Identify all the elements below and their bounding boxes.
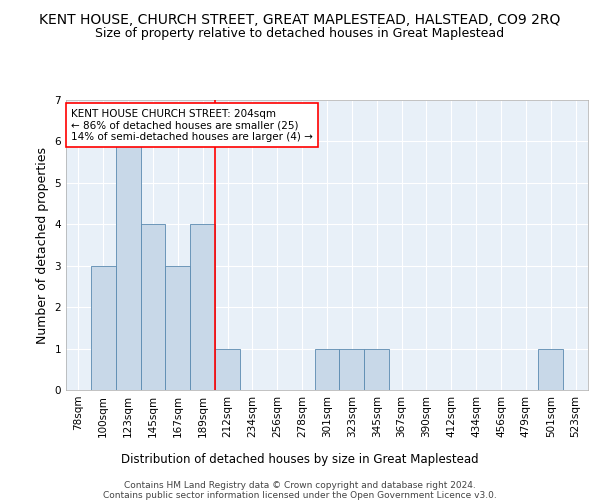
Text: Distribution of detached houses by size in Great Maplestead: Distribution of detached houses by size … bbox=[121, 452, 479, 466]
Bar bbox=[340, 348, 364, 390]
Text: KENT HOUSE, CHURCH STREET, GREAT MAPLESTEAD, HALSTEAD, CO9 2RQ: KENT HOUSE, CHURCH STREET, GREAT MAPLEST… bbox=[40, 12, 560, 26]
Text: Contains HM Land Registry data © Crown copyright and database right 2024.: Contains HM Land Registry data © Crown c… bbox=[124, 481, 476, 490]
Y-axis label: Number of detached properties: Number of detached properties bbox=[36, 146, 49, 344]
Text: Size of property relative to detached houses in Great Maplestead: Size of property relative to detached ho… bbox=[95, 28, 505, 40]
Bar bbox=[314, 348, 340, 390]
Bar bbox=[91, 266, 116, 390]
Bar bbox=[140, 224, 166, 390]
Bar bbox=[538, 348, 563, 390]
Bar bbox=[190, 224, 215, 390]
Bar bbox=[166, 266, 190, 390]
Bar bbox=[116, 142, 140, 390]
Text: Contains public sector information licensed under the Open Government Licence v3: Contains public sector information licen… bbox=[103, 491, 497, 500]
Text: KENT HOUSE CHURCH STREET: 204sqm
← 86% of detached houses are smaller (25)
14% o: KENT HOUSE CHURCH STREET: 204sqm ← 86% o… bbox=[71, 108, 313, 142]
Bar bbox=[364, 348, 389, 390]
Bar bbox=[215, 348, 240, 390]
